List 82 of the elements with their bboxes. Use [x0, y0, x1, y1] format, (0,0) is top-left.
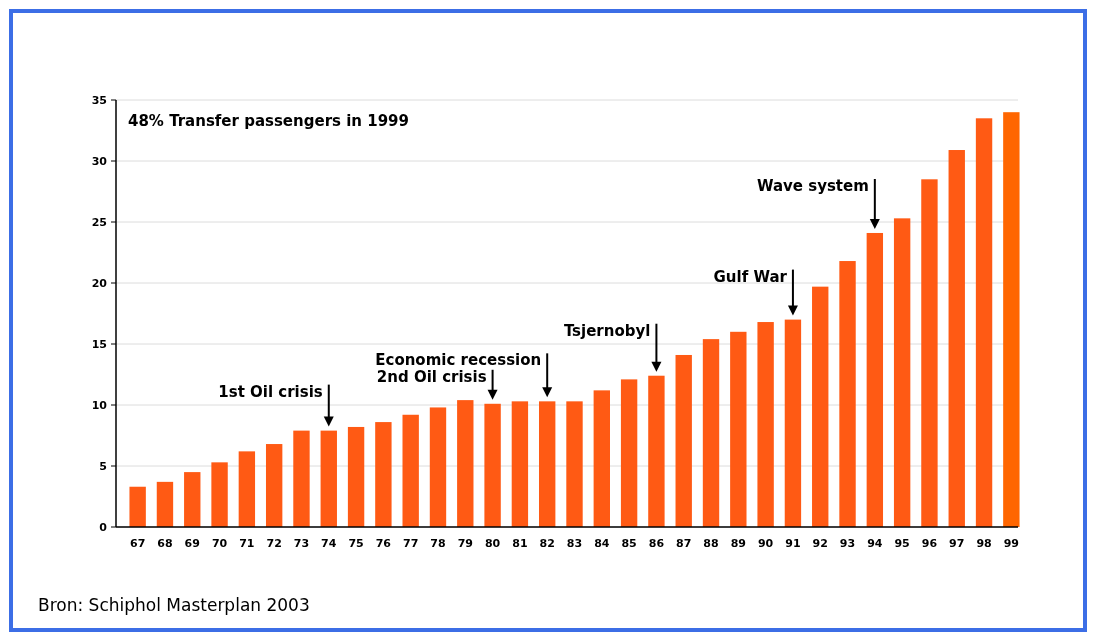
x-tick-label: 94: [867, 537, 883, 550]
x-tick-label: 73: [293, 537, 310, 550]
bar: [156, 481, 174, 527]
bar: [347, 426, 365, 527]
x-tick-label: 89: [730, 537, 746, 550]
bar: [866, 232, 884, 527]
bar: [429, 407, 447, 527]
annotation: Economic recession: [375, 351, 542, 370]
bar: [238, 451, 256, 527]
bar: [948, 150, 965, 527]
x-tick-label: 68: [157, 537, 173, 550]
x-tick-label: 80: [484, 537, 501, 550]
y-tick-label: 25: [91, 215, 107, 229]
x-tick-label: 96: [921, 537, 938, 550]
bar: [1003, 112, 1020, 527]
y-tick-label: 15: [91, 337, 107, 351]
x-tick-label: 85: [621, 537, 637, 550]
y-tick-label: 20: [91, 276, 108, 290]
x-tick-label: 72: [266, 537, 282, 550]
y-tick-label: 35: [91, 93, 107, 107]
bar: [648, 375, 665, 527]
bar: [566, 401, 583, 527]
bar: [675, 354, 692, 527]
x-tick-label: 87: [676, 537, 692, 550]
x-tick-label: 83: [566, 537, 583, 550]
x-tick-label: 95: [894, 537, 910, 550]
y-tick-label: 0: [99, 520, 108, 534]
y-tick-label: 30: [91, 154, 108, 168]
bar: [921, 179, 938, 527]
x-tick-label: 93: [839, 537, 856, 550]
x-tick-label: 77: [403, 537, 419, 550]
bar: [593, 390, 610, 527]
bar: [211, 462, 228, 527]
x-tick-label: 97: [949, 537, 965, 550]
x-tick-label: 86: [648, 537, 665, 550]
x-tick-label: 92: [812, 537, 828, 550]
x-tick-label: 71: [239, 537, 255, 550]
x-tick-label: 78: [430, 537, 446, 550]
x-tick-label: 82: [539, 537, 555, 550]
text: Bron: Schiphol Masterplan 2003: [38, 595, 310, 615]
bar: [129, 486, 146, 527]
y-tick-label: 10: [91, 398, 108, 412]
annotation: Wave system: [756, 176, 869, 195]
x-tick-label: 88: [703, 537, 719, 550]
annotation: Tsjernobyl: [563, 321, 651, 340]
x-tick-label: 81: [512, 537, 528, 550]
bar: [320, 430, 337, 527]
annotation: 1st Oil crisis: [218, 382, 323, 401]
x-tick-label: 67: [130, 537, 146, 550]
bar: [839, 261, 856, 527]
x-tick-label: 74: [321, 537, 337, 550]
bar: [812, 286, 829, 527]
bar: [975, 118, 993, 527]
bar: [893, 218, 911, 527]
bar: [757, 322, 774, 527]
x-tick-label: 69: [184, 537, 200, 550]
x-tick-label: 91: [785, 537, 801, 550]
x-tick-label: 76: [375, 537, 392, 550]
annotation: 48% Transfer passengers in 1999: [128, 112, 409, 130]
x-tick-label: 99: [1003, 537, 1019, 550]
bar: [702, 339, 720, 527]
bar: [730, 331, 747, 527]
bar: [539, 401, 556, 527]
bar: [457, 400, 474, 527]
bar: [375, 422, 392, 527]
bar: [402, 414, 419, 527]
bar: [184, 472, 201, 527]
bar: [511, 401, 529, 527]
bar: [265, 444, 283, 527]
x-tick-label: 70: [211, 537, 228, 550]
x-tick-label: 75: [348, 537, 364, 550]
bar: [784, 319, 802, 527]
bar: [620, 379, 638, 527]
x-tick-label: 90: [757, 537, 774, 550]
x-tick-label: 79: [457, 537, 473, 550]
annotation: Gulf War: [713, 267, 788, 286]
x-tick-label: 98: [976, 537, 992, 550]
bar: [293, 430, 310, 527]
bar: [484, 403, 501, 527]
annotation: 2nd Oil crisis: [376, 367, 487, 386]
y-tick-label: 5: [99, 459, 107, 473]
x-tick-label: 84: [594, 537, 610, 550]
